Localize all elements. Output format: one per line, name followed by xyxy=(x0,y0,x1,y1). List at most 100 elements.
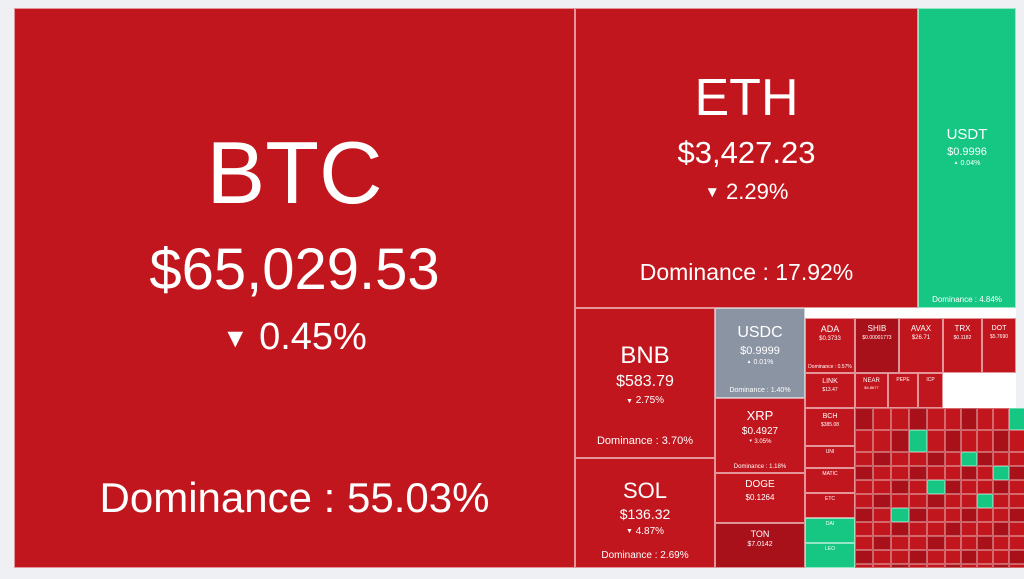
heatmap-cell[interactable] xyxy=(977,522,993,536)
heatmap-cell[interactable] xyxy=(1009,408,1024,430)
heatmap-cell[interactable] xyxy=(909,494,927,508)
heatmap-cell[interactable] xyxy=(891,564,909,568)
heatmap-cell[interactable] xyxy=(961,494,977,508)
heatmap-cell[interactable] xyxy=(873,430,891,452)
heatmap-cell[interactable] xyxy=(977,536,993,550)
heatmap-cell[interactable] xyxy=(961,480,977,494)
heatmap-cell[interactable] xyxy=(891,466,909,480)
heatmap-cell[interactable] xyxy=(1009,494,1024,508)
heatmap-cell[interactable] xyxy=(927,522,945,536)
tile-near[interactable]: NEAR $4.8677 xyxy=(855,373,888,408)
heatmap-cell[interactable] xyxy=(855,466,873,480)
tile-dot[interactable]: DOT $5.7690 xyxy=(982,318,1016,373)
heatmap-cell[interactable] xyxy=(977,508,993,522)
heatmap-cell[interactable] xyxy=(961,452,977,466)
heatmap-cell[interactable] xyxy=(927,550,945,564)
heatmap-cell[interactable] xyxy=(855,536,873,550)
heatmap-cell[interactable] xyxy=(927,508,945,522)
heatmap-cell[interactable] xyxy=(873,408,891,430)
heatmap-cell[interactable] xyxy=(977,550,993,564)
heatmap-cell[interactable] xyxy=(993,452,1009,466)
heatmap-cell[interactable] xyxy=(873,480,891,494)
heatmap-cell[interactable] xyxy=(891,550,909,564)
heatmap-cell[interactable] xyxy=(977,480,993,494)
heatmap-cell[interactable] xyxy=(891,452,909,466)
tile-usdc[interactable]: USDC $0.9999 ▲ 0.01% Dominance : 1.40% xyxy=(715,308,805,398)
tile-xrp[interactable]: XRP $0.4927 ▼ 3.05% Dominance : 1.18% xyxy=(715,398,805,473)
heatmap-cell[interactable] xyxy=(977,466,993,480)
heatmap-cell[interactable] xyxy=(873,564,891,568)
heatmap-cell[interactable] xyxy=(961,564,977,568)
heatmap-cell[interactable] xyxy=(909,550,927,564)
heatmap-cell[interactable] xyxy=(977,408,993,430)
heatmap-cell[interactable] xyxy=(909,508,927,522)
heatmap-cell[interactable] xyxy=(945,522,961,536)
heatmap-cell[interactable] xyxy=(961,550,977,564)
heatmap-cell[interactable] xyxy=(993,408,1009,430)
heatmap-cell[interactable] xyxy=(855,430,873,452)
heatmap-cell[interactable] xyxy=(945,466,961,480)
heatmap-cell[interactable] xyxy=(961,508,977,522)
tile-dai[interactable]: DAI xyxy=(805,518,855,543)
heatmap-cell[interactable] xyxy=(909,466,927,480)
heatmap-cell[interactable] xyxy=(1009,430,1024,452)
heatmap-cell[interactable] xyxy=(993,564,1009,568)
heatmap-cell[interactable] xyxy=(927,408,945,430)
heatmap-cell[interactable] xyxy=(945,408,961,430)
heatmap-cell[interactable] xyxy=(927,466,945,480)
heatmap-cell[interactable] xyxy=(891,522,909,536)
heatmap-cell[interactable] xyxy=(891,480,909,494)
tile-bch[interactable]: BCH $385.08 xyxy=(805,408,855,446)
heatmap-cell[interactable] xyxy=(891,494,909,508)
heatmap-cell[interactable] xyxy=(945,536,961,550)
heatmap-cell[interactable] xyxy=(873,494,891,508)
heatmap-cell[interactable] xyxy=(855,408,873,430)
heatmap-cell[interactable] xyxy=(873,522,891,536)
heatmap-cell[interactable] xyxy=(993,536,1009,550)
heatmap-cell[interactable] xyxy=(855,564,873,568)
heatmap-cell[interactable] xyxy=(873,536,891,550)
heatmap-cell[interactable] xyxy=(927,494,945,508)
heatmap-cell[interactable] xyxy=(909,408,927,430)
tile-ton[interactable]: TON $7.0142 xyxy=(715,523,805,568)
heatmap-cell[interactable] xyxy=(993,522,1009,536)
heatmap-cell[interactable] xyxy=(873,452,891,466)
heatmap-cell[interactable] xyxy=(909,452,927,466)
tile-avax[interactable]: AVAX $26.71 xyxy=(899,318,943,373)
heatmap-cell[interactable] xyxy=(855,508,873,522)
heatmap-cell[interactable] xyxy=(945,430,961,452)
tile-matic[interactable]: MATIC xyxy=(805,468,855,493)
heatmap-cell[interactable] xyxy=(855,550,873,564)
heatmap-cell[interactable] xyxy=(961,536,977,550)
tile-shib[interactable]: SHIB $0.00001773 xyxy=(855,318,899,373)
heatmap-cell[interactable] xyxy=(961,430,977,452)
tile-btc[interactable]: BTC $65,029.53 ▼ 0.45% Dominance : 55.03% xyxy=(14,8,575,568)
heatmap-cell[interactable] xyxy=(1009,550,1024,564)
heatmap-cell[interactable] xyxy=(1009,466,1024,480)
heatmap-cell[interactable] xyxy=(993,466,1009,480)
heatmap-cell[interactable] xyxy=(993,480,1009,494)
tile-ada[interactable]: ADA $0.3733 Dominance : 0.57% xyxy=(805,318,855,373)
heatmap-cell[interactable] xyxy=(945,480,961,494)
heatmap-cell[interactable] xyxy=(961,522,977,536)
heatmap-cell[interactable] xyxy=(873,508,891,522)
heatmap-cell[interactable] xyxy=(855,522,873,536)
heatmap-cell[interactable] xyxy=(909,564,927,568)
heatmap-cell[interactable] xyxy=(1009,508,1024,522)
heatmap-cell[interactable] xyxy=(927,536,945,550)
heatmap-cell[interactable] xyxy=(873,550,891,564)
tile-uni[interactable]: UNI xyxy=(805,446,855,468)
tile-bnb[interactable]: BNB $583.79 ▼ 2.75% Dominance : 3.70% xyxy=(575,308,715,458)
heatmap-cell[interactable] xyxy=(977,564,993,568)
heatmap-cell[interactable] xyxy=(927,564,945,568)
heatmap-cell[interactable] xyxy=(909,536,927,550)
heatmap-cell[interactable] xyxy=(1009,522,1024,536)
tile-icp[interactable]: ICP xyxy=(918,373,943,408)
heatmap-cell[interactable] xyxy=(855,480,873,494)
tile-eth[interactable]: ETH $3,427.23 ▼ 2.29% Dominance : 17.92% xyxy=(575,8,918,308)
heatmap-cell[interactable] xyxy=(977,452,993,466)
heatmap-cell[interactable] xyxy=(945,564,961,568)
tile-leo[interactable]: LEO xyxy=(805,543,855,568)
heatmap-cell[interactable] xyxy=(977,494,993,508)
heatmap-cell[interactable] xyxy=(961,408,977,430)
